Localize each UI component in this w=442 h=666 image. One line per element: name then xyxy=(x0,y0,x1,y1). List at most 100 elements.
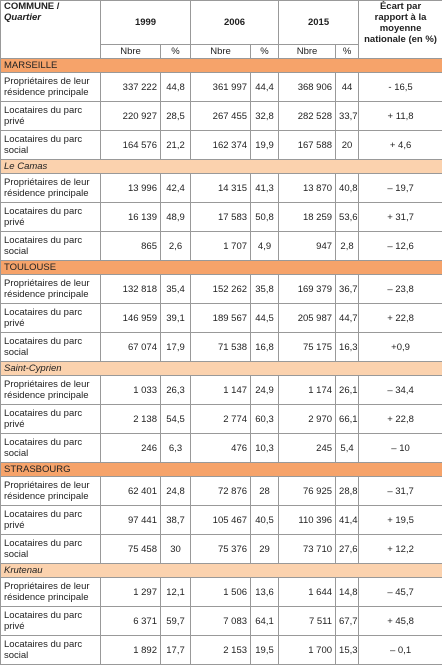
percent-cell: 44,8 xyxy=(159,72,192,102)
percent-cell: 26,1 xyxy=(335,375,360,405)
percent-cell: 41,4 xyxy=(335,505,360,535)
section-row: TOULOUSE xyxy=(0,260,442,275)
ecart-cell: + 45,8 xyxy=(358,606,442,636)
percent-cell: 67,7 xyxy=(335,606,360,636)
ecart-cell: – 19,7 xyxy=(358,173,442,203)
sub-header: % xyxy=(335,44,360,59)
count-cell: 73 710 xyxy=(278,534,337,564)
percent-cell: 29 xyxy=(250,534,280,564)
row-label: Propriétaires de leur résidence principa… xyxy=(0,375,101,405)
row-label: Locataires du parc privé xyxy=(0,101,101,131)
percent-cell: 16,8 xyxy=(250,332,280,362)
percent-cell: 39,1 xyxy=(159,303,192,333)
row-label: Propriétaires de leur résidence principa… xyxy=(0,72,101,102)
percent-cell: 19,5 xyxy=(250,635,280,665)
percent-cell: 21,2 xyxy=(159,130,192,160)
ecart-cell: + 4,6 xyxy=(358,130,442,160)
data-row: Locataires du parc privé 97 441 38,7 105 46… xyxy=(0,505,442,535)
row-label: Locataires du parc social xyxy=(0,130,101,160)
data-row: Locataires du parc privé 6 371 59,7 7 083 64… xyxy=(0,606,442,636)
section-row: STRASBOURG xyxy=(0,462,442,477)
data-row: Propriétaires de leur résidence principa… xyxy=(0,375,442,405)
percent-cell: 6,3 xyxy=(159,433,192,463)
count-cell: 1 644 xyxy=(278,577,337,607)
data-row: Propriétaires de leur résidence principa… xyxy=(0,476,442,506)
ecart-cell: + 19,5 xyxy=(358,505,442,535)
percent-cell: 66,1 xyxy=(335,404,360,434)
ecart-cell: – 31,7 xyxy=(358,476,442,506)
count-cell: 1 174 xyxy=(278,375,337,405)
count-cell: 13 996 xyxy=(100,173,161,203)
ecart-header: Écart par rapport à la moyenne nationale… xyxy=(358,0,442,59)
sub-header: % xyxy=(250,44,280,59)
count-cell: 2 774 xyxy=(190,404,252,434)
count-cell: 2 970 xyxy=(278,404,337,434)
section-name: Le Camas xyxy=(0,159,442,174)
row-label: Locataires du parc privé xyxy=(0,404,101,434)
percent-cell: 24,9 xyxy=(250,375,280,405)
count-cell: 72 876 xyxy=(190,476,252,506)
ecart-cell: – 34,4 xyxy=(358,375,442,405)
percent-cell: 40,8 xyxy=(335,173,360,203)
percent-cell: 13,6 xyxy=(250,577,280,607)
percent-cell: 26,3 xyxy=(159,375,192,405)
count-cell: 17 583 xyxy=(190,202,252,232)
percent-cell: 5,4 xyxy=(335,433,360,463)
percent-cell: 42,4 xyxy=(159,173,192,203)
ecart-cell: - 16,5 xyxy=(358,72,442,102)
section-name: Krutenau xyxy=(0,563,442,578)
percent-cell: 64,1 xyxy=(250,606,280,636)
count-cell: 71 538 xyxy=(190,332,252,362)
percent-cell: 54,5 xyxy=(159,404,192,434)
count-cell: 476 xyxy=(190,433,252,463)
ecart-cell: + 22,8 xyxy=(358,303,442,333)
count-cell: 62 401 xyxy=(100,476,161,506)
count-cell: 361 997 xyxy=(190,72,252,102)
count-cell: 76 925 xyxy=(278,476,337,506)
sub-header: Nbre xyxy=(190,44,252,59)
percent-cell: 36,7 xyxy=(335,274,360,304)
percent-cell: 10,3 xyxy=(250,433,280,463)
count-cell: 1 033 xyxy=(100,375,161,405)
count-cell: 7 083 xyxy=(190,606,252,636)
year-header: 2015 xyxy=(278,0,360,45)
count-cell: 1 147 xyxy=(190,375,252,405)
data-row: Locataires du parc social 1 892 17,7 2 153 1… xyxy=(0,635,442,665)
count-cell: 162 374 xyxy=(190,130,252,160)
section-name: STRASBOURG xyxy=(0,462,442,477)
percent-cell: 35,8 xyxy=(250,274,280,304)
commune-header: COMMUNE / Quartier xyxy=(0,0,101,59)
row-label: Locataires du parc privé xyxy=(0,606,101,636)
count-cell: 282 528 xyxy=(278,101,337,131)
ecart-cell: + 11,8 xyxy=(358,101,442,131)
percent-cell: 44 xyxy=(335,72,360,102)
percent-cell: 4,9 xyxy=(250,231,280,261)
count-cell: 14 315 xyxy=(190,173,252,203)
data-row: Locataires du parc privé 146 959 39,1 189 5… xyxy=(0,303,442,333)
count-cell: 75 458 xyxy=(100,534,161,564)
count-cell: 1 892 xyxy=(100,635,161,665)
percent-cell: 16,3 xyxy=(335,332,360,362)
data-row: Locataires du parc social 67 074 17,9 71 53… xyxy=(0,332,442,362)
percent-cell: 60,3 xyxy=(250,404,280,434)
year-header: 2006 xyxy=(190,0,280,45)
sub-header: Nbre xyxy=(100,44,161,59)
data-row: Locataires du parc social 246 6,3 476 10,3 24… xyxy=(0,433,442,463)
count-cell: 220 927 xyxy=(100,101,161,131)
count-cell: 6 371 xyxy=(100,606,161,636)
count-cell: 132 818 xyxy=(100,274,161,304)
ecart-cell: – 10 xyxy=(358,433,442,463)
count-cell: 75 376 xyxy=(190,534,252,564)
row-label: Locataires du parc social xyxy=(0,332,101,362)
data-row: Locataires du parc social 164 576 21,2 162 … xyxy=(0,130,442,160)
row-label: Propriétaires de leur résidence principa… xyxy=(0,173,101,203)
row-label: Locataires du parc privé xyxy=(0,303,101,333)
count-cell: 2 153 xyxy=(190,635,252,665)
count-cell: 1 707 xyxy=(190,231,252,261)
row-label: Locataires du parc social xyxy=(0,231,101,261)
count-cell: 67 074 xyxy=(100,332,161,362)
percent-cell: 19,9 xyxy=(250,130,280,160)
percent-cell: 14,8 xyxy=(335,577,360,607)
count-cell: 167 588 xyxy=(278,130,337,160)
count-cell: 947 xyxy=(278,231,337,261)
